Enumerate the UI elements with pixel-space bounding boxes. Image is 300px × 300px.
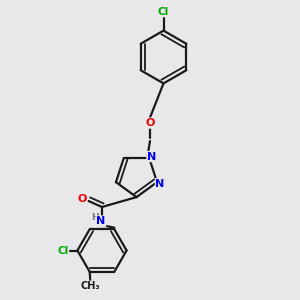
Text: N: N: [155, 179, 165, 189]
Text: N: N: [97, 216, 106, 226]
Text: CH₃: CH₃: [80, 281, 100, 291]
Text: Cl: Cl: [158, 7, 169, 17]
Text: N: N: [147, 152, 156, 161]
Text: H: H: [92, 213, 99, 222]
Text: Cl: Cl: [57, 245, 69, 256]
Text: O: O: [145, 118, 155, 128]
Text: O: O: [77, 194, 87, 205]
